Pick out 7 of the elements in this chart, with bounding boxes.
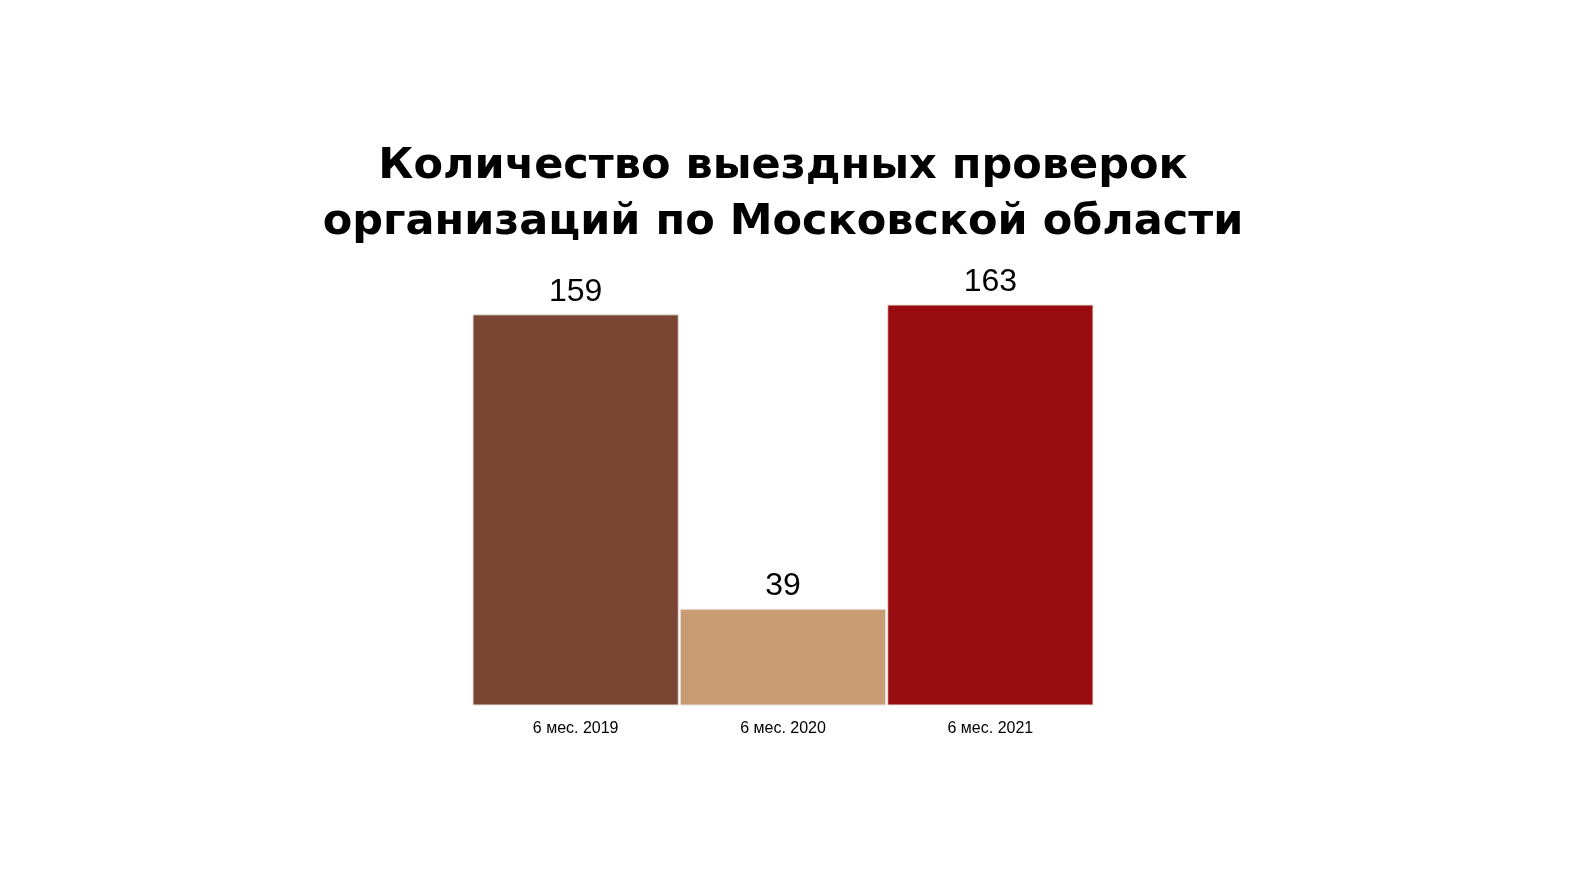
data-label: 159 xyxy=(548,271,603,308)
chart-title: Количество выездных проверок организаций по Московской области xyxy=(322,138,1244,244)
x-tick-label: 6 мес. 2021 xyxy=(947,718,1034,736)
data-label: 163 xyxy=(963,262,1018,298)
data-label: 39 xyxy=(765,566,801,603)
x-tick-label: 6 мес. 2020 xyxy=(740,718,826,736)
x-tick-label: 6 мес. 2019 xyxy=(532,718,619,736)
